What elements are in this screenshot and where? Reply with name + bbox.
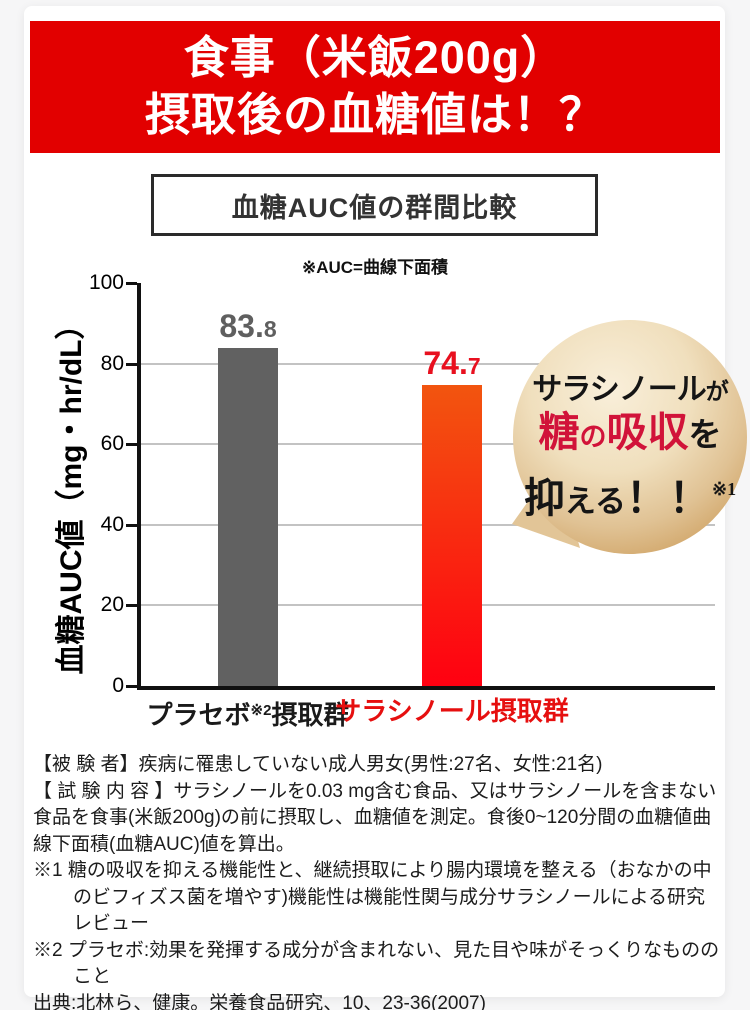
- badge-line2: 糖の吸収を: [538, 409, 722, 455]
- chart-title: 血糖AUC値の群間比較: [231, 192, 518, 223]
- badge-line1: サラシノールが: [532, 373, 728, 406]
- footnote-line-3: ※1 糖の吸収を抑える機能性と、継続摂取により腸内環境を整える（おなかの中のビフ…: [33, 860, 712, 934]
- auc-definition-note: ※AUC=曲線下面積: [301, 258, 448, 277]
- header-title-line1: 食事（米飯200g）: [183, 32, 567, 83]
- footnote-line-4: ※2 プラセボ:効果を発揮する成分が含まれない、見た目や味がそっくりなもののこと: [33, 939, 720, 988]
- footnote-line-5: 出典:北林ら、健康。栄養食品研究、10、23-36(2007): [33, 992, 486, 1010]
- callout-badge-text: サラシノールが 糖の吸収を 抑える！！※1: [512, 372, 748, 533]
- badge-line3: 抑える！！※1: [523, 475, 737, 521]
- speech-bubble-circle: [513, 320, 747, 554]
- footnotes: 【被 験 者】疾病に罹患していない成人男女(男性:27名、女性:21名) 【 試 …: [33, 752, 723, 1010]
- gold-speech-bubble: [512, 320, 747, 554]
- footnote-line-1: 【被 験 者】疾病に罹患していない成人男女(男性:27名、女性:21名): [33, 754, 603, 775]
- header-title-line2: 摂取後の血糖値は！？: [144, 89, 605, 140]
- chart-title-box: 血糖AUC値の群間比較: [151, 174, 598, 236]
- header-banner: 食事（米飯200g） 摂取後の血糖値は！？: [30, 21, 720, 153]
- footnote-line-2: 【 試 験 内 容 】サラシノールを0.03 mg含む食品、又はサラシノールを含…: [33, 780, 717, 855]
